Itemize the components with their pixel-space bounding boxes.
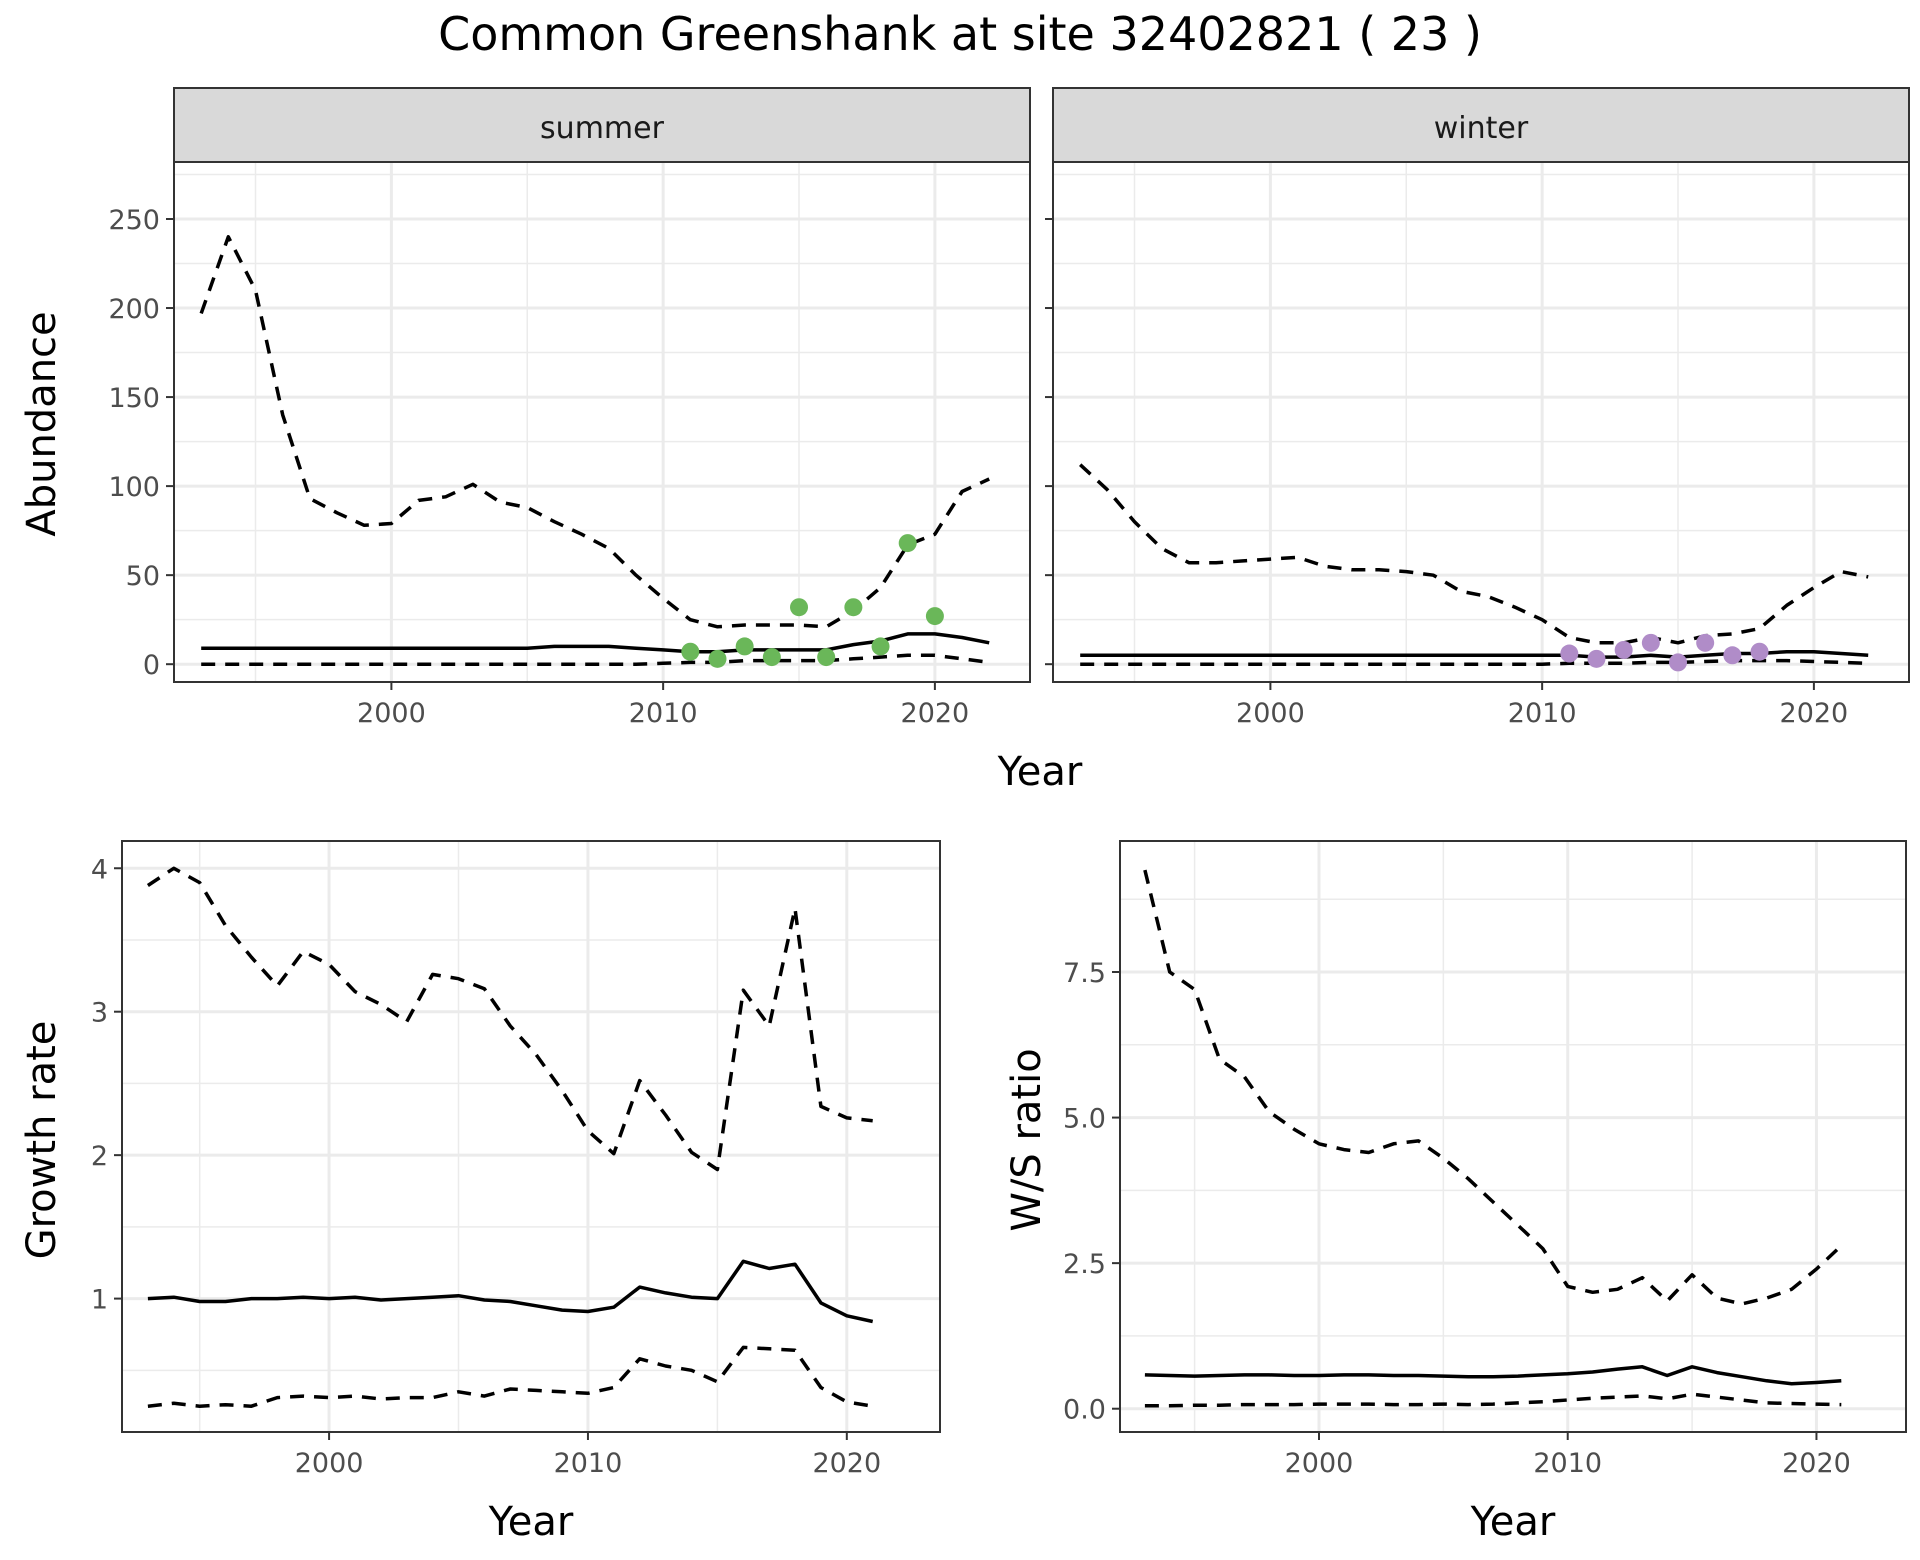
x-tick-label: 2010: [629, 698, 698, 729]
data-point: [708, 649, 727, 668]
y-tick-label: 4: [91, 854, 108, 885]
panel-ws-ratio: 2000 2010 2020 0.0 2.5 5.0 7.5: [1063, 840, 1907, 1479]
data-point: [1641, 633, 1660, 652]
panel-growth-rate: 2000 2010 2020 1 2 3 4: [91, 840, 941, 1479]
y-tick-label: 7.5: [1063, 958, 1106, 989]
data-point: [1587, 649, 1606, 668]
x-tick-label: 2000: [357, 698, 426, 729]
x-tick-label: 2000: [1236, 698, 1305, 729]
data-point: [1614, 640, 1633, 659]
data-point: [790, 598, 809, 617]
x-axis-title-ws: Year: [1470, 1499, 1556, 1545]
panel-winter: winter 2000 2010 2020: [1045, 87, 1910, 729]
series-line-lower-bound: [147, 1345, 873, 1408]
panel-border: [1119, 840, 1907, 1433]
y-tick-label: 3: [91, 998, 108, 1029]
panel-background: [122, 841, 940, 1432]
series-line-estimate: [147, 1259, 874, 1324]
series-line-upper-bound: [1079, 463, 1869, 645]
plot-area-summer: 2000 2010 2020 0 50 100 150 200 250: [108, 161, 1031, 729]
panel-border: [1052, 161, 1910, 683]
y-tick-label: 0: [143, 650, 160, 681]
data-point: [871, 637, 890, 656]
data-point: [1723, 646, 1742, 665]
y-tick-label: 200: [108, 294, 160, 325]
data-point: [898, 534, 917, 553]
data-point: [1696, 633, 1715, 652]
plot-area-ws-ratio: 2000 2010 2020 0.0 2.5 5.0 7.5: [1063, 840, 1907, 1479]
x-tick-label: 2020: [901, 698, 970, 729]
y-tick-label: 2: [91, 1141, 108, 1172]
data-point: [1750, 642, 1769, 661]
y-axis-title-growth: Growth rate: [19, 1021, 65, 1260]
data-point: [925, 607, 944, 626]
series-line-estimate: [201, 632, 990, 654]
series-line-lower-bound: [1144, 1392, 1842, 1408]
x-tick-label: 2010: [554, 1448, 623, 1479]
facet-strip-summer: [173, 87, 1031, 163]
data-point: [1669, 653, 1688, 672]
data-point: [844, 598, 863, 617]
data-point: [762, 648, 781, 667]
panel-border: [173, 161, 1031, 683]
y-tick-label: 1: [91, 1285, 108, 1316]
y-tick-label: 5.0: [1063, 1104, 1106, 1135]
y-tick-label: 100: [108, 472, 160, 503]
data-point: [1560, 644, 1579, 663]
y-axis-title-ws: W/S ratio: [1004, 1048, 1050, 1231]
data-point: [681, 642, 700, 661]
series-line-lower-bound: [201, 653, 990, 666]
x-tick-label: 2010: [1533, 1448, 1602, 1479]
plot-area-winter: 2000 2010 2020: [1045, 161, 1910, 729]
panel-summer: summer 2000 2010 2020 0 50 100 150 200 250: [108, 87, 1031, 729]
x-tick-label: 2010: [1508, 698, 1577, 729]
plot-area-growth-rate: 2000 2010 2020 1 2 3 4: [91, 840, 941, 1479]
facet-label-winter: winter: [1434, 111, 1529, 146]
x-tick-label: 2020: [812, 1448, 881, 1479]
y-tick-label: 0.0: [1063, 1395, 1106, 1426]
panel-background: [1120, 841, 1906, 1432]
y-tick-label: 50: [126, 561, 160, 592]
panel-background: [174, 162, 1030, 682]
panel-border: [121, 840, 941, 1433]
x-tick-label: 2020: [1780, 698, 1849, 729]
x-tick-label: 2000: [295, 1448, 364, 1479]
facet-label-summer: summer: [540, 111, 665, 146]
x-axis-title-abundance: Year: [997, 749, 1083, 795]
chart-title: Common Greenshank at site 32402821 ( 23 …: [438, 7, 1482, 61]
series-line-estimate: [1144, 1365, 1842, 1386]
y-axis-title-abundance: Abundance: [19, 311, 65, 536]
series-line-upper-bound: [146, 866, 873, 1172]
x-axis-title-growth: Year: [488, 1499, 574, 1545]
y-tick-label: 250: [108, 205, 160, 236]
data-point: [735, 637, 754, 656]
y-tick-label: 150: [108, 383, 160, 414]
data-point: [817, 648, 836, 667]
series-line-upper-bound: [1143, 869, 1843, 1306]
x-tick-label: 2020: [1782, 1448, 1851, 1479]
y-tick-label: 2.5: [1063, 1249, 1106, 1280]
x-tick-label: 2000: [1285, 1448, 1354, 1479]
panel-background: [1053, 162, 1909, 682]
facet-strip-winter: [1052, 87, 1910, 163]
